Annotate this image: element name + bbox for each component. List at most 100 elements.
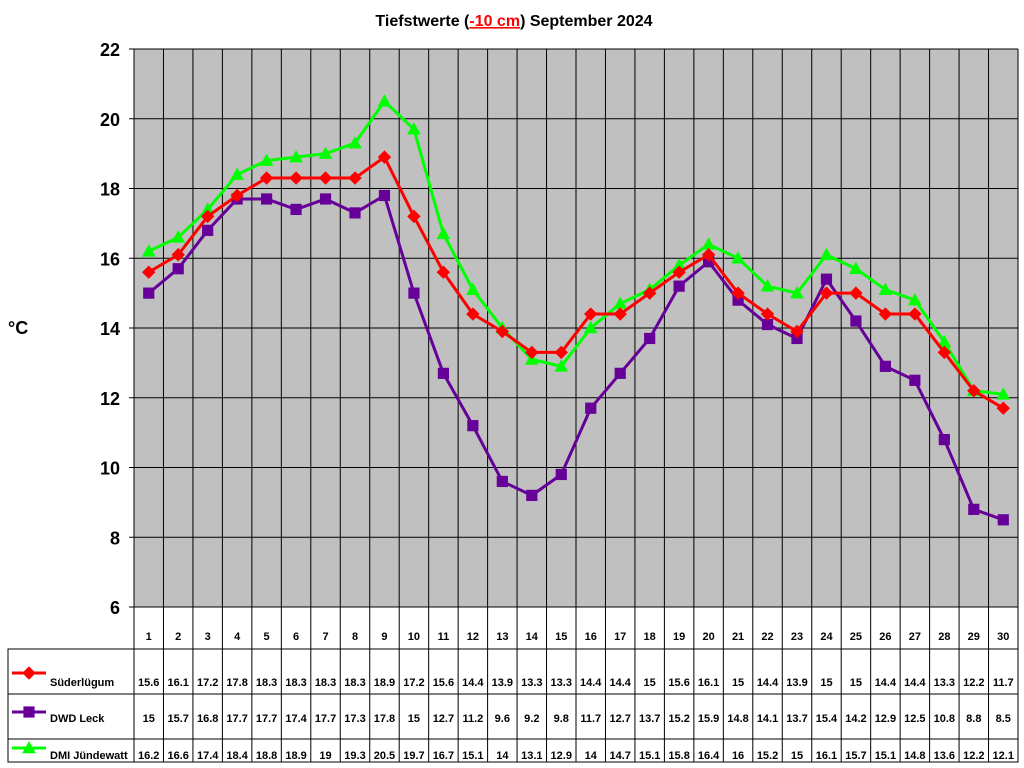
- table-cell: 16.7: [433, 750, 454, 762]
- table-cell: 19: [319, 750, 331, 762]
- table-cell: 17.3: [344, 713, 365, 725]
- x-tick-label: 29: [968, 631, 980, 643]
- table-cell: 12.7: [609, 713, 630, 725]
- x-tick-label: 4: [234, 631, 241, 643]
- square-marker: [408, 287, 420, 299]
- diamond-marker: [171, 248, 185, 262]
- legend-entry: DWD Leck: [50, 713, 105, 725]
- table-cell: 15.7: [167, 713, 188, 725]
- x-tick-label: 17: [614, 631, 626, 643]
- x-tick-label: 18: [644, 631, 656, 643]
- x-tick-label: 3: [205, 631, 211, 643]
- table-cell: 18.9: [285, 750, 306, 762]
- square-marker: [997, 514, 1009, 526]
- triangle-marker: [348, 136, 362, 149]
- x-tick-label: 14: [526, 631, 539, 643]
- diamond-marker: [466, 307, 480, 321]
- table-cell: 18.3: [285, 677, 306, 689]
- table-cell: 15.6: [138, 677, 159, 689]
- y-tick-label: 18: [100, 180, 120, 200]
- square-marker: [644, 332, 656, 345]
- table-cell: 14.4: [757, 677, 779, 689]
- table-cell: 11.2: [462, 713, 483, 725]
- triangle-marker: [466, 282, 480, 295]
- y-tick-label: 16: [100, 249, 120, 269]
- diamond-marker: [142, 265, 156, 279]
- table-cell: 12.7: [433, 713, 454, 725]
- table-cell: 8.5: [996, 713, 1011, 725]
- x-tick-label: 27: [909, 631, 921, 643]
- table-cell: 11.7: [993, 677, 1014, 689]
- table-cell: 16.1: [816, 750, 837, 762]
- x-tick-label: 10: [408, 631, 420, 643]
- diamond-marker: [495, 324, 510, 339]
- diamond-marker: [525, 345, 539, 360]
- triangle-marker: [377, 94, 392, 107]
- table-cell: 15.1: [462, 750, 483, 762]
- table-cell: 14.8: [727, 713, 748, 725]
- table-cell: 17.7: [226, 713, 247, 725]
- legend-entry: DMI Jündewatt: [50, 750, 128, 762]
- chart-title-part-3: ) September 2024: [520, 13, 653, 30]
- table-cell: 16.1: [698, 677, 719, 689]
- series-1: [143, 189, 1009, 526]
- diamond-marker: [790, 324, 804, 339]
- y-tick-label: 8: [110, 528, 120, 548]
- table-cell: 12.2: [963, 750, 984, 762]
- square-marker: [555, 468, 567, 481]
- table-cell: 18.9: [374, 677, 395, 689]
- x-tick-label: 12: [467, 631, 479, 643]
- square-marker: [909, 374, 921, 386]
- diamond-marker: [22, 666, 36, 680]
- table-cell: 13.7: [639, 713, 660, 725]
- triangle-marker: [760, 279, 775, 292]
- series-layer: [141, 94, 1011, 526]
- square-marker: [614, 367, 626, 379]
- table-cell: 17.8: [226, 677, 247, 689]
- square-marker: [349, 207, 361, 219]
- table-cell: 15: [850, 677, 862, 689]
- table-cell: 15.4: [816, 713, 838, 725]
- table-cell: 12.5: [904, 713, 925, 725]
- square-marker: [23, 706, 35, 718]
- x-tick-label: 1: [146, 631, 152, 643]
- table-cell: 15: [820, 677, 832, 689]
- table-cell: 13.3: [521, 677, 542, 689]
- x-tick-label: 24: [820, 631, 833, 643]
- diamond-marker: [908, 307, 922, 321]
- square-marker: [761, 318, 774, 331]
- table-cell: 12.9: [551, 750, 572, 762]
- diamond-marker: [701, 248, 716, 262]
- diamond-marker: [348, 171, 362, 185]
- diamond-marker: [289, 171, 303, 185]
- square-marker: [879, 360, 891, 372]
- x-tick-label: 20: [702, 631, 714, 643]
- square-marker: [172, 263, 184, 275]
- table-cell: 9.2: [524, 713, 539, 725]
- table-cell: 15: [408, 713, 420, 725]
- table-cell: 18.4: [226, 750, 248, 762]
- diamond-marker: [760, 307, 775, 321]
- square-marker: [496, 475, 508, 488]
- table-cell: 17.2: [197, 677, 218, 689]
- x-tick-label: 19: [673, 631, 685, 643]
- table-cell: 18.3: [315, 677, 336, 689]
- diamond-marker: [731, 286, 745, 300]
- diamond-marker: [613, 307, 627, 321]
- table-cell: 16.4: [698, 750, 720, 762]
- triangle-marker: [908, 293, 922, 306]
- x-tick-label: 7: [322, 631, 328, 643]
- diamond-marker: [554, 345, 568, 360]
- triangle-marker: [436, 226, 451, 240]
- diamond-marker: [672, 265, 686, 279]
- x-tick-label: 23: [791, 631, 803, 643]
- table-cell: 15: [732, 677, 744, 689]
- x-tick-label: 28: [938, 631, 950, 643]
- square-marker: [202, 224, 214, 236]
- diamond-marker: [937, 345, 952, 360]
- table-cell: 14.4: [609, 677, 631, 689]
- table-cell: 15.9: [698, 713, 719, 725]
- table-cell: 11.7: [580, 713, 601, 725]
- triangle-marker: [141, 244, 156, 257]
